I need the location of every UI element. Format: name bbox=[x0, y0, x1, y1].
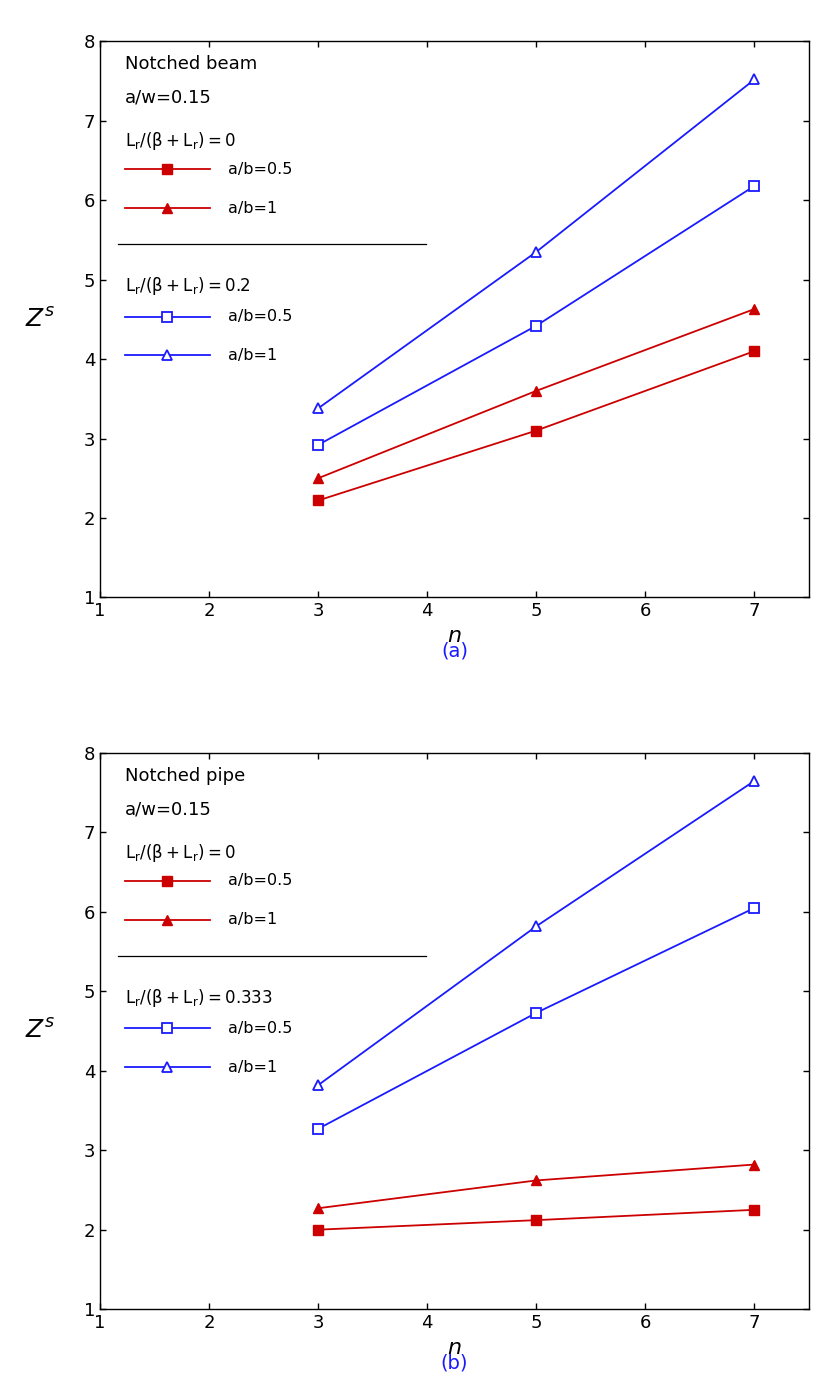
Text: Notched pipe: Notched pipe bbox=[125, 768, 245, 785]
Text: a/b=1: a/b=1 bbox=[228, 201, 277, 215]
X-axis label: n: n bbox=[448, 1338, 461, 1357]
Text: a/b=0.5: a/b=0.5 bbox=[228, 874, 292, 889]
Text: a/b=0.5: a/b=0.5 bbox=[228, 1021, 292, 1036]
X-axis label: n: n bbox=[448, 626, 461, 646]
Text: $\mathrm{L_r/(\beta+L_r)=0}$: $\mathrm{L_r/(\beta+L_r)=0}$ bbox=[125, 131, 236, 153]
Text: Notched beam: Notched beam bbox=[125, 55, 257, 73]
Text: (b): (b) bbox=[441, 1353, 468, 1372]
Text: $Z^s$: $Z^s$ bbox=[25, 307, 55, 331]
Text: a/w=0.15: a/w=0.15 bbox=[125, 88, 212, 106]
Text: $\mathrm{L_r/(\beta+L_r)=0}$: $\mathrm{L_r/(\beta+L_r)=0}$ bbox=[125, 842, 236, 864]
Text: a/b=0.5: a/b=0.5 bbox=[228, 309, 292, 324]
Text: a/w=0.15: a/w=0.15 bbox=[125, 801, 212, 819]
Text: $Z^s$: $Z^s$ bbox=[25, 1020, 55, 1043]
Text: $\mathrm{L_r/(\beta+L_r)=0.333}$: $\mathrm{L_r/(\beta+L_r)=0.333}$ bbox=[125, 987, 273, 1009]
Text: a/b=1: a/b=1 bbox=[228, 349, 277, 362]
Text: (a): (a) bbox=[441, 642, 468, 660]
Text: $\mathrm{L_r/(\beta+L_r)=0.2}$: $\mathrm{L_r/(\beta+L_r)=0.2}$ bbox=[125, 274, 250, 296]
Text: a/b=1: a/b=1 bbox=[228, 1060, 277, 1075]
Text: a/b=1: a/b=1 bbox=[228, 912, 277, 927]
Text: a/b=0.5: a/b=0.5 bbox=[228, 161, 292, 176]
